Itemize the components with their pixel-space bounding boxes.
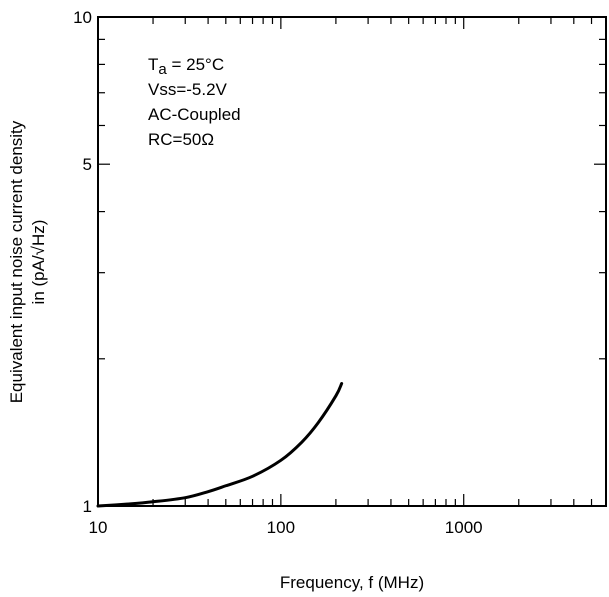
- y-tick-label: 10: [73, 8, 92, 27]
- tick-labels: 10 100 1000 1 5 10: [73, 8, 483, 537]
- x-tick-label: 1000: [445, 518, 483, 537]
- series-line: [96, 382, 344, 508]
- x-axis-label: Frequency, f (MHz): [280, 573, 424, 592]
- annotation-rc: RC=50Ω: [148, 130, 214, 149]
- x-tick-label: 100: [267, 518, 295, 537]
- annotation-block: Ta = 25°C Vss=-5.2V AC-Coupled RC=50Ω: [148, 55, 241, 149]
- minor-ticks: [98, 17, 607, 506]
- annotation-vss: Vss=-5.2V: [148, 80, 228, 99]
- x-tick-label: 10: [89, 518, 108, 537]
- y-tick-label: 5: [83, 155, 92, 174]
- y-tick-label: 1: [83, 497, 92, 516]
- y-axis-label-line2: in (pA/√Hz): [29, 220, 48, 305]
- annotation-coupling: AC-Coupled: [148, 105, 241, 124]
- annotation-ta: Ta = 25°C: [148, 55, 224, 78]
- y-axis-label-line1: Equivalent input noise current density: [7, 120, 26, 403]
- plot-frame: [97, 16, 607, 507]
